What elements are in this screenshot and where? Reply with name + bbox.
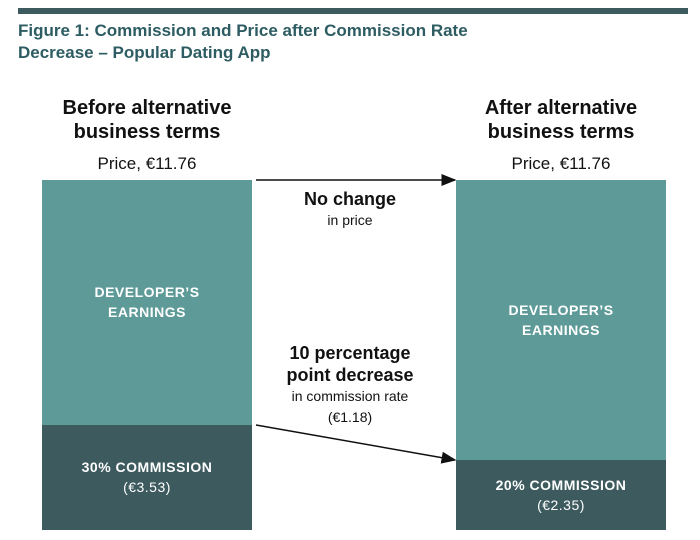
arrow [255, 424, 457, 464]
top-rule [18, 8, 688, 14]
bar-segment: DEVELOPER’S EARNINGS [456, 180, 666, 461]
category-label: After alternative business terms [484, 97, 638, 143]
price-label: Price, €11.76 [511, 154, 611, 173]
annotation-title: No change [303, 189, 396, 209]
segment-label: DEVELOPER’S EARNINGS [508, 302, 614, 339]
annotation-text: in commission rate [291, 388, 409, 404]
price-label: Price, €11.76 [97, 154, 197, 173]
annotation: No change in price [250, 188, 450, 231]
bar-segment: 20% COMMISSION (€2.35) [456, 460, 666, 530]
bar-segment: DEVELOPER’S EARNINGS [42, 180, 252, 425]
value-label: (€2.35) [537, 497, 585, 514]
annotation-value: (€1.18) [327, 409, 373, 425]
segment-label: 30% COMMISSION [81, 459, 213, 476]
annotation-text: in price [327, 212, 373, 228]
value-label: (€3.53) [123, 479, 171, 496]
segment-label: 20% COMMISSION [495, 477, 627, 494]
annotation-title: 10 percentage point decrease [286, 343, 414, 385]
category-label: Before alternative business terms [62, 97, 232, 143]
chart-title: Figure 1: Commission and Price after Com… [18, 21, 468, 62]
bar-segment: 30% COMMISSION (€3.53) [42, 424, 252, 530]
segment-label: DEVELOPER’S EARNINGS [94, 284, 200, 321]
annotation: 10 percentage point decrease in commissi… [250, 342, 450, 428]
